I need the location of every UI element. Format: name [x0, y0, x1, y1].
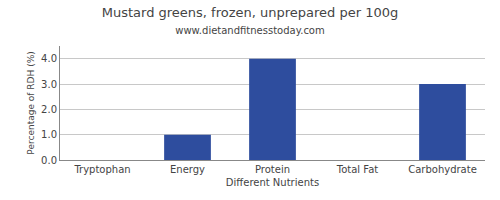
svg-text:1.0: 1.0 [41, 129, 57, 140]
svg-text:Mustard greens, frozen, unprep: Mustard greens, frozen, unprepared per 1… [102, 5, 399, 36]
svg-text:2.0: 2.0 [41, 104, 57, 115]
svg-text:Energy: Energy [170, 164, 205, 175]
svg-text:3.0: 3.0 [41, 79, 57, 90]
svg-text:0.0: 0.0 [41, 155, 57, 166]
svg-text:Carbohydrate: Carbohydrate [408, 164, 477, 175]
svg-text:Tryptophan: Tryptophan [73, 164, 130, 175]
svg-text:Percentage of RDH (%): Percentage of RDH (%) [26, 51, 36, 154]
svg-text:Different Nutrients: Different Nutrients [226, 177, 319, 188]
svg-text:Total Fat: Total Fat [336, 164, 378, 175]
svg-text:4.0: 4.0 [41, 53, 57, 64]
svg-text:Protein: Protein [255, 164, 290, 175]
